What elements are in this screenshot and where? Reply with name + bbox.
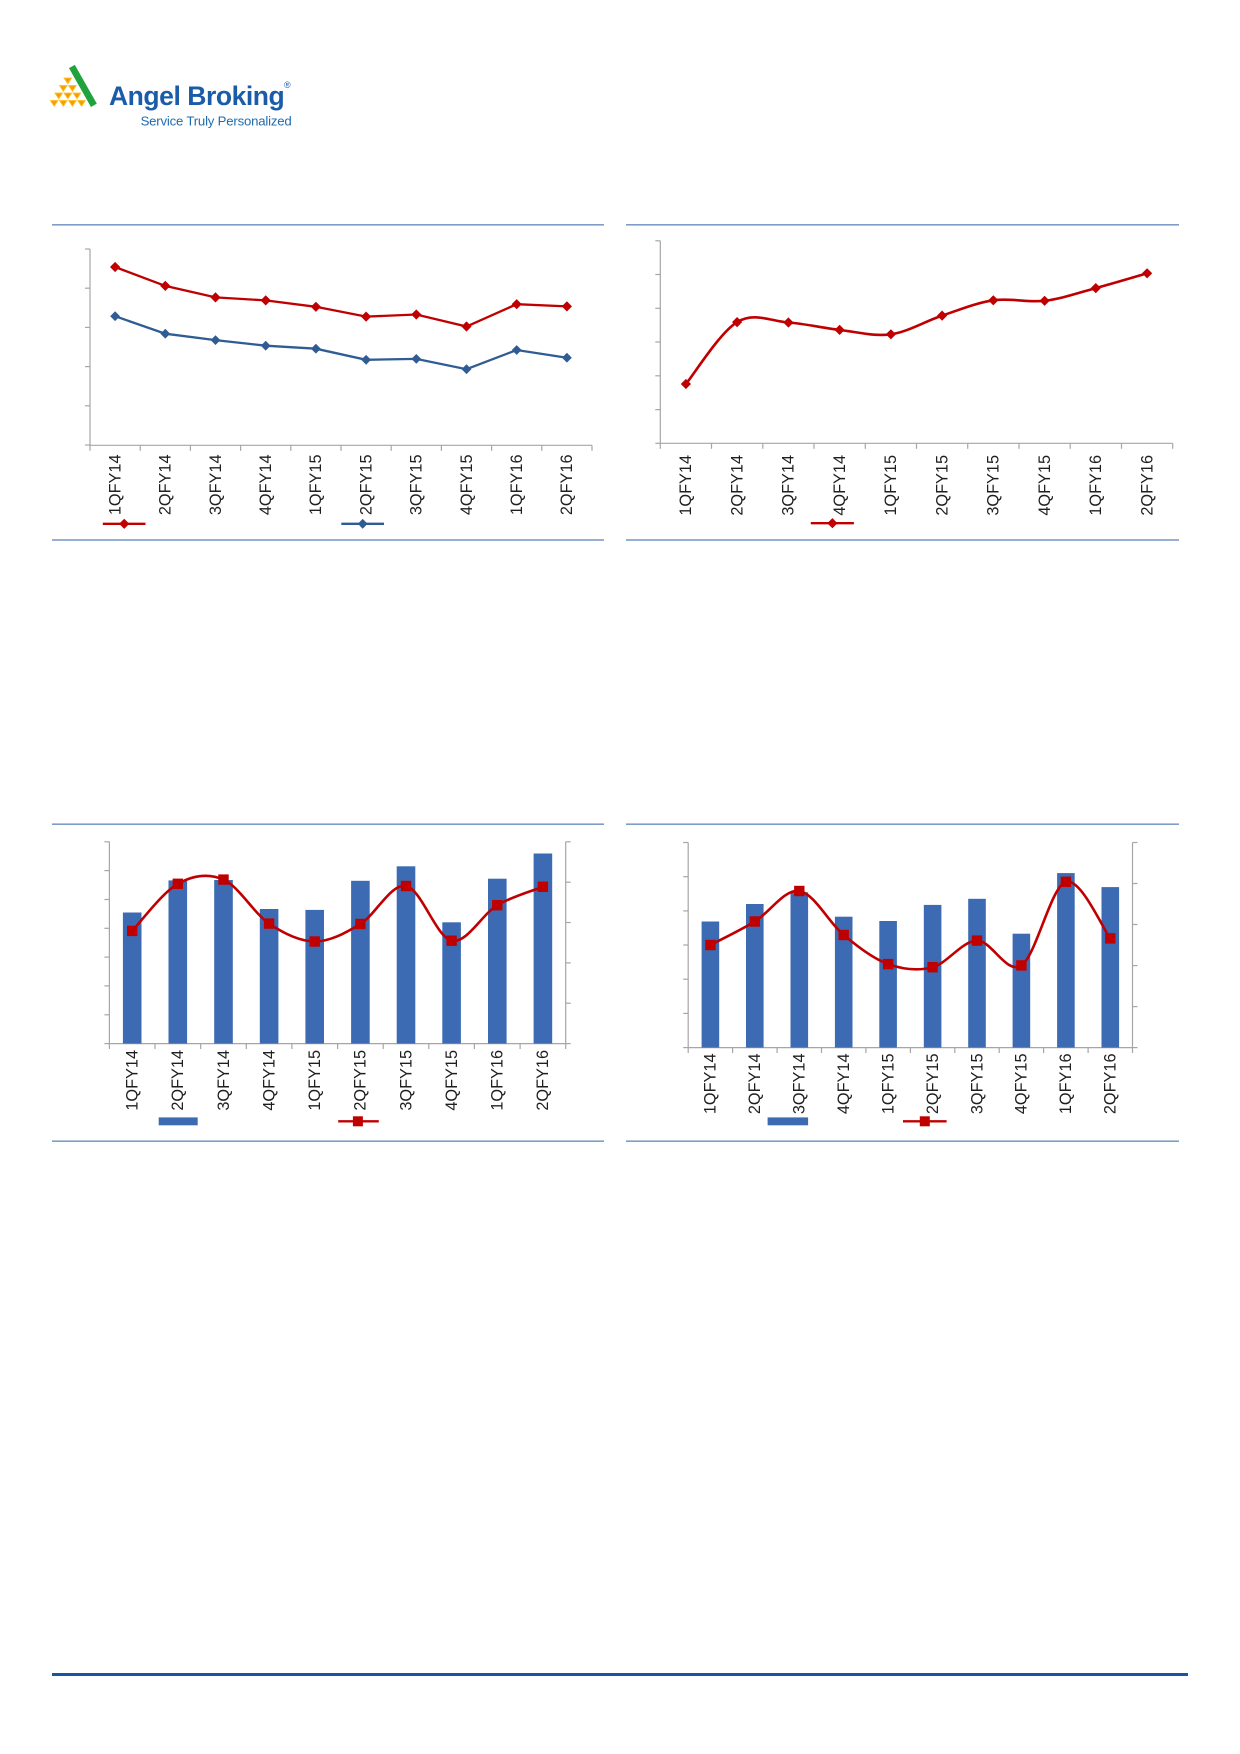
svg-text:1QFY15: 1QFY15 [306, 1050, 324, 1111]
svg-text:1QFY16: 1QFY16 [489, 1050, 507, 1111]
svg-text:2QFY16: 2QFY16 [534, 1050, 552, 1111]
svg-text:3QFY14: 3QFY14 [207, 455, 225, 516]
svg-text:3QFY14: 3QFY14 [780, 455, 798, 516]
svg-text:Angel Broking: Angel Broking [109, 81, 284, 111]
svg-text:4QFY15: 4QFY15 [1036, 455, 1054, 516]
svg-text:1QFY14: 1QFY14 [106, 455, 124, 516]
svg-text:2QFY15: 2QFY15 [352, 1050, 370, 1111]
svg-text:3QFY15: 3QFY15 [408, 455, 426, 516]
svg-text:2QFY15: 2QFY15 [933, 455, 951, 516]
svg-text:1QFY16: 1QFY16 [1057, 1054, 1075, 1115]
svg-text:4QFY15: 4QFY15 [458, 455, 476, 516]
svg-text:4QFY14: 4QFY14 [260, 1050, 278, 1111]
svg-text:4QFY14: 4QFY14 [831, 455, 849, 516]
svg-text:2QFY14: 2QFY14 [728, 455, 746, 516]
svg-text:1QFY14: 1QFY14 [702, 1054, 720, 1115]
svg-text:2QFY14: 2QFY14 [157, 455, 175, 516]
svg-text:2QFY14: 2QFY14 [746, 1054, 764, 1115]
svg-text:3QFY15: 3QFY15 [397, 1050, 415, 1111]
svg-text:1QFY14: 1QFY14 [677, 455, 695, 516]
svg-text:3QFY15: 3QFY15 [968, 1054, 986, 1115]
svg-text:4QFY14: 4QFY14 [257, 455, 275, 516]
svg-text:Service Truly Personalized: Service Truly Personalized [141, 114, 292, 129]
svg-text:2QFY16: 2QFY16 [558, 455, 576, 516]
svg-text:3QFY14: 3QFY14 [215, 1050, 233, 1111]
svg-text:3QFY14: 3QFY14 [791, 1054, 809, 1115]
svg-text:4QFY15: 4QFY15 [443, 1050, 461, 1111]
svg-text:4QFY14: 4QFY14 [835, 1054, 853, 1115]
svg-text:2QFY15: 2QFY15 [357, 455, 375, 516]
svg-text:1QFY16: 1QFY16 [508, 455, 526, 516]
svg-text:1QFY15: 1QFY15 [879, 1054, 897, 1115]
svg-text:2QFY15: 2QFY15 [924, 1054, 942, 1115]
svg-text:2QFY16: 2QFY16 [1102, 1054, 1120, 1115]
svg-text:2QFY14: 2QFY14 [169, 1050, 187, 1111]
svg-text:1QFY15: 1QFY15 [307, 455, 325, 516]
svg-text:1QFY15: 1QFY15 [882, 455, 900, 516]
svg-text:3QFY15: 3QFY15 [985, 455, 1003, 516]
svg-text:1QFY14: 1QFY14 [124, 1050, 142, 1111]
svg-text:4QFY15: 4QFY15 [1013, 1054, 1031, 1115]
svg-text:1QFY16: 1QFY16 [1087, 455, 1105, 516]
svg-text:2QFY16: 2QFY16 [1138, 455, 1156, 516]
svg-text:®: ® [284, 80, 291, 90]
